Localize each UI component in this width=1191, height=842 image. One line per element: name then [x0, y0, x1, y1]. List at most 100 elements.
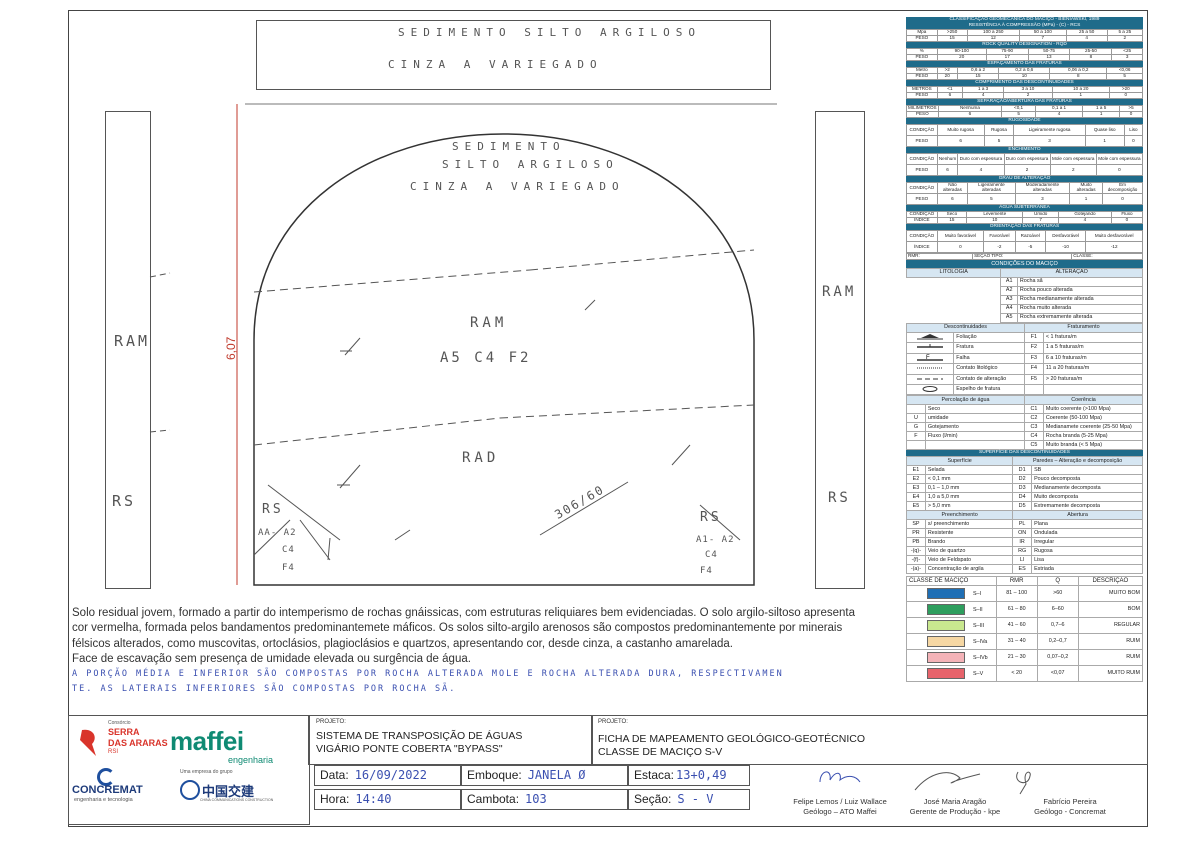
orientacao-peso: -2: [983, 241, 1016, 253]
espacamento-peso-label: PESO: [906, 73, 938, 80]
classe-rmr: < 20: [995, 665, 1038, 683]
orientacao-peso-label: ÍNDICE: [906, 241, 938, 253]
abertura-peso: 4: [1034, 111, 1084, 118]
classe-rmr: 61 – 80: [995, 601, 1038, 619]
fraturamento-code: [1023, 384, 1044, 396]
classe-cell: S–IVb: [906, 649, 997, 667]
enchimento-value: Duro com espessura: [1003, 153, 1051, 165]
alteracao-row: A2 Rocha pouco alterada: [907, 286, 1144, 296]
agua-peso: 15: [936, 217, 968, 224]
enchimento-label: CONDIÇÃO: [906, 153, 938, 165]
rqd-peso: 8: [1069, 54, 1113, 61]
col-descontinuidades: Descontinuidades: [906, 323, 1025, 333]
espacamento-peso: 20: [936, 73, 958, 80]
alteracao-label: Rocha extremamente alterada: [1016, 313, 1144, 323]
projeto2-label: PROJETO:: [598, 719, 628, 725]
paredes-code: D4: [1012, 492, 1033, 503]
abertura-peso: 0: [1119, 111, 1143, 118]
alteracao-label: CONDIÇÃO: [906, 182, 938, 194]
classe-cell: S–III: [906, 617, 997, 635]
data-field: Data: 16/09/2022: [314, 765, 461, 786]
superficie-row: E4 1,0 a 5,0 mm D4 Muito decomposta: [906, 492, 1143, 503]
resistencia-peso: 2: [1106, 35, 1144, 42]
litologia-cell: [907, 296, 1001, 305]
alteracao-row: A1 Rocha sã: [907, 277, 1144, 287]
comprimento-peso: 4: [962, 92, 1005, 99]
alteracao-label: Rocha sã: [1016, 277, 1144, 287]
enchimento-value: Mole com espessura: [1049, 153, 1097, 165]
alteracao-table: CONDIÇÃO Não alteradas Ligeiramente altera…: [906, 182, 1143, 205]
fraturamento-label: 1 a 5 fraturas/m: [1042, 342, 1144, 354]
abertura-label: Irregular: [1031, 537, 1143, 548]
classe-swatch: [927, 604, 965, 616]
superficie-code: E1: [906, 465, 926, 476]
col-litologia: LITOLOGIA: [905, 268, 1002, 278]
enchimento-peso: 6: [936, 164, 959, 176]
resistencia-peso: 12: [966, 35, 1020, 42]
logo-concremat: CONCREMAT: [72, 784, 143, 796]
comprimento-peso: 2: [1003, 92, 1053, 99]
agua-table: CONDIÇÃO Seco Levemente Úmido Gotejando Fluxo…: [906, 211, 1144, 224]
preenchimento-label: s/ preenchimento: [924, 519, 1014, 530]
percolacao-code: [906, 440, 926, 451]
rugosidade-label: CONDIÇÃO: [906, 124, 938, 136]
sig2-name: José Maria Aragão: [923, 797, 987, 806]
preenchimento-label: Veio de quartzo: [924, 546, 1014, 557]
parrot-icon: [80, 729, 96, 756]
percolacao-label: Seco: [924, 404, 1025, 415]
coerencia-code: C1: [1023, 404, 1044, 415]
foliation-symbol-icon: [905, 331, 955, 344]
orientacao-value: Razoável: [1014, 230, 1046, 242]
classe-desc: MUITO RUIM: [1077, 665, 1144, 683]
abertura-code: LI: [1012, 555, 1033, 566]
superficie-code: E5: [906, 501, 926, 512]
abertura-peso: 6: [937, 111, 1003, 118]
sig2-role: Gerente de Produção - kpe: [909, 807, 1001, 816]
paredes-label: Extremamente decomposta: [1031, 501, 1143, 512]
comprimento-peso: 1: [1051, 92, 1110, 99]
legend-title: CONDIÇÕES DO MACIÇO: [906, 260, 1143, 268]
preenchimento-row: -(f)- Veio de Feldspato LI Lisa: [906, 555, 1143, 566]
label-ram-right: RAM: [822, 284, 857, 300]
percolacao-label: umidade: [924, 413, 1025, 424]
alteracao-value: Não alteradas: [936, 182, 969, 194]
superficie-label: < 0,1 mm: [924, 474, 1014, 485]
label-rs-inner-right: RS: [700, 510, 722, 525]
rugosidade-peso: 3: [1013, 135, 1086, 147]
col-coerencia: Coerência: [1023, 395, 1144, 406]
label-rs-right: RS: [828, 490, 851, 506]
data-label: Data:: [320, 768, 349, 782]
hora-field: Hora: 14:40: [314, 789, 461, 810]
espacamento-peso: 15: [956, 73, 1000, 80]
rugosidade-value: Muito rugosa: [936, 124, 985, 136]
classe-row: S–I 81 – 100 >60 MUITO BOM: [906, 585, 1144, 603]
abertura-peso: 5: [1001, 111, 1036, 118]
classe-desc: REGULAR: [1077, 617, 1144, 635]
fraturamento-code: F4: [1023, 363, 1044, 375]
classe-name: S–IVa: [973, 639, 988, 646]
col-preenchimento: Preenchimento: [905, 510, 1014, 521]
superficie-row: E5 > 5,0 mm D5 Extremamente decomposta: [906, 501, 1143, 512]
litho-symbol-icon: [905, 363, 955, 375]
rugosidade-value: Ligeiramente rugosa: [1013, 124, 1086, 136]
classe-rmr: 31 – 40: [995, 633, 1038, 651]
agua-peso: 7: [1022, 217, 1059, 224]
rugosidade-peso: 5: [983, 135, 1015, 147]
percolacao-row: F Fluxo (l/min) C4 Rocha branda (5-25 Mpa): [906, 431, 1144, 442]
classification-panel: CLASSIFICAÇÃO GEOMECÂNICA DO MACIÇO - BI…: [905, 17, 1144, 683]
comprimento-peso-label: PESO: [906, 92, 938, 99]
agua-peso-label: ÍNDICE: [906, 217, 938, 224]
percolacao-label: [924, 440, 1025, 451]
inner-note-1: SEDIMENTO: [452, 140, 566, 153]
agua-peso: 10: [966, 217, 1024, 224]
enchimento-peso: 2: [1003, 164, 1051, 176]
descontinuidade-label: Fratura: [953, 342, 1025, 354]
resistencia-title: RESISTÊNCIA À COMPRESSÃO (MPa) - (C) - R…: [906, 23, 1143, 29]
superficie-label: > 5,0 mm: [924, 501, 1014, 512]
classe-cell: S–V: [906, 665, 997, 683]
top-note-2: CINZA A VARIEGADO: [388, 58, 603, 71]
orientacao-value: Favorável: [983, 230, 1016, 242]
coerencia-code: C4: [1023, 431, 1044, 442]
preenchimento-code: -(a)-: [906, 564, 926, 575]
